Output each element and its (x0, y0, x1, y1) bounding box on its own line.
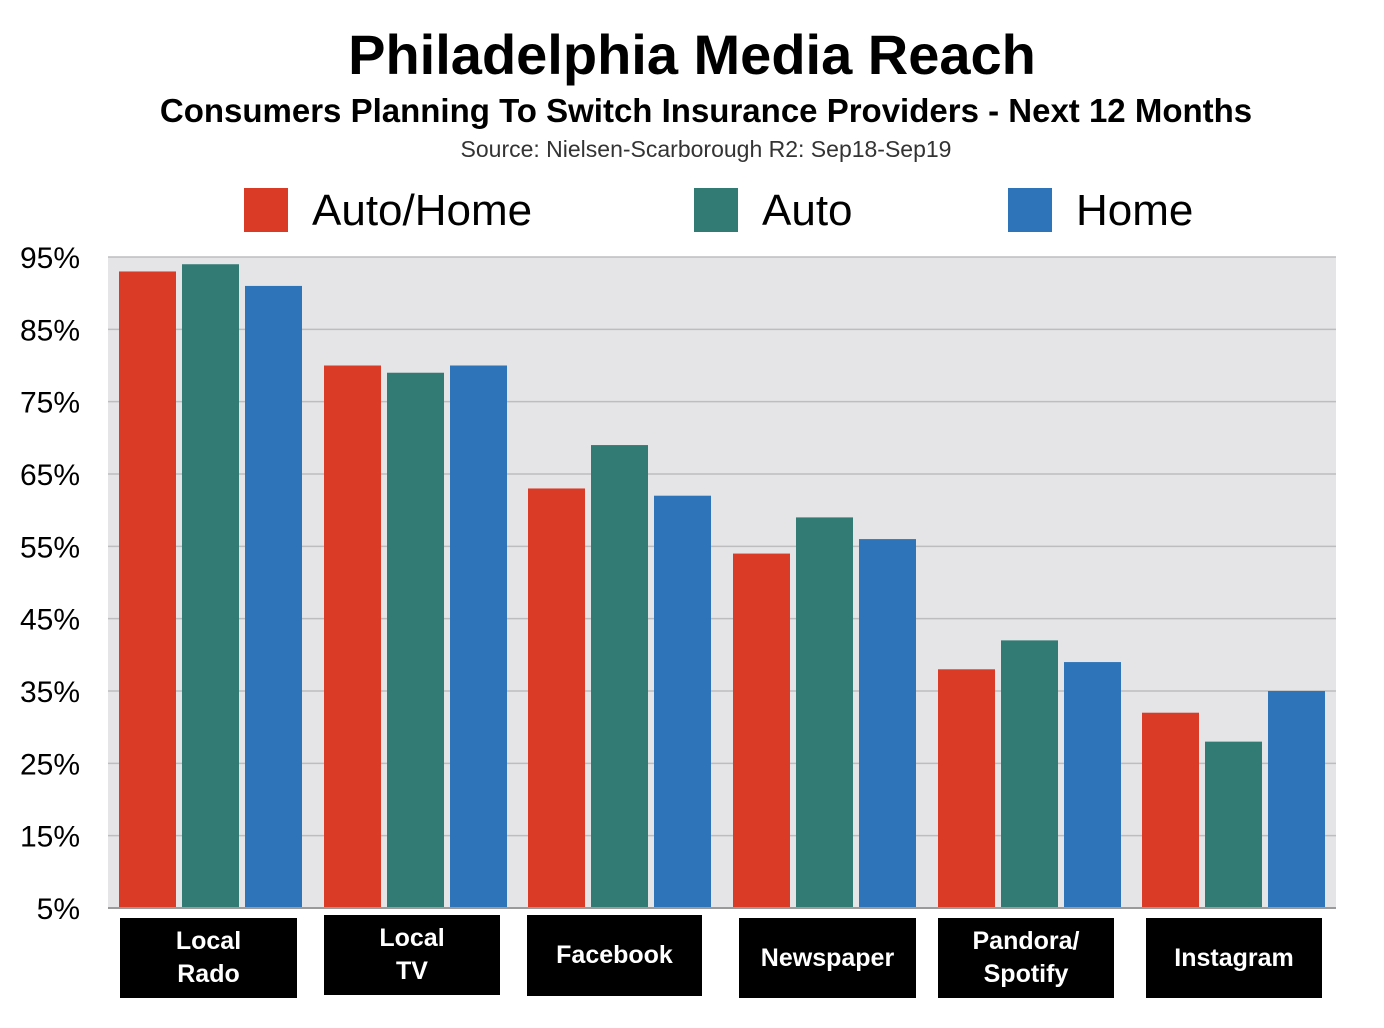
bar-home-4 (1064, 662, 1121, 908)
legend-label-home: Home (1076, 186, 1194, 235)
legend-label-auto: Auto (762, 186, 853, 235)
bar-auto-home-1 (324, 365, 381, 908)
legend-swatch-auto-home (244, 188, 288, 232)
category-label: Local Rado (120, 918, 297, 998)
bar-home-1 (450, 365, 507, 908)
y-tick-label: 25% (20, 748, 80, 781)
y-tick-label: 85% (20, 314, 80, 347)
bar-home-2 (654, 495, 711, 908)
bar-auto-home-2 (528, 488, 585, 908)
chart-subtitle: Consumers Planning To Switch Insurance P… (159, 92, 1253, 129)
plot-area (108, 257, 1336, 908)
chart-title: Philadelphia Media Reach (348, 23, 1036, 86)
y-tick-label: 75% (20, 387, 80, 420)
bar-auto-home-0 (119, 271, 176, 908)
bar-auto-home-3 (733, 553, 790, 908)
bar-auto-4 (1001, 640, 1058, 908)
bar-auto-home-5 (1142, 712, 1199, 908)
bar-auto-home-4 (938, 669, 995, 908)
y-tick-label: 35% (20, 676, 80, 709)
bar-home-0 (245, 285, 302, 908)
category-label: Instagram (1146, 918, 1322, 998)
bar-home-5 (1268, 691, 1325, 908)
y-tick-label: 65% (20, 459, 80, 492)
bar-auto-0 (182, 264, 239, 908)
bar-auto-3 (796, 517, 853, 908)
legend-swatch-auto (694, 188, 738, 232)
y-tick-label: 45% (20, 604, 80, 637)
category-label: Local TV (324, 915, 500, 995)
bar-auto-5 (1205, 741, 1262, 908)
legend-swatch-home (1008, 188, 1052, 232)
bar-auto-1 (387, 372, 444, 908)
chart-source: Source: Nielsen-Scarborough R2: Sep18-Se… (460, 136, 952, 162)
category-label: Facebook (527, 915, 702, 996)
y-tick-label: 55% (20, 531, 80, 564)
category-label: Pandora/ Spotify (938, 918, 1114, 998)
y-tick-label: 15% (20, 821, 80, 854)
category-label: Newspaper (739, 918, 916, 998)
y-tick-label: 95% (20, 242, 80, 275)
bar-home-3 (859, 539, 916, 908)
legend-label-auto-home: Auto/Home (312, 186, 533, 235)
y-tick-label: 5% (37, 893, 80, 926)
bar-auto-2 (591, 445, 648, 908)
